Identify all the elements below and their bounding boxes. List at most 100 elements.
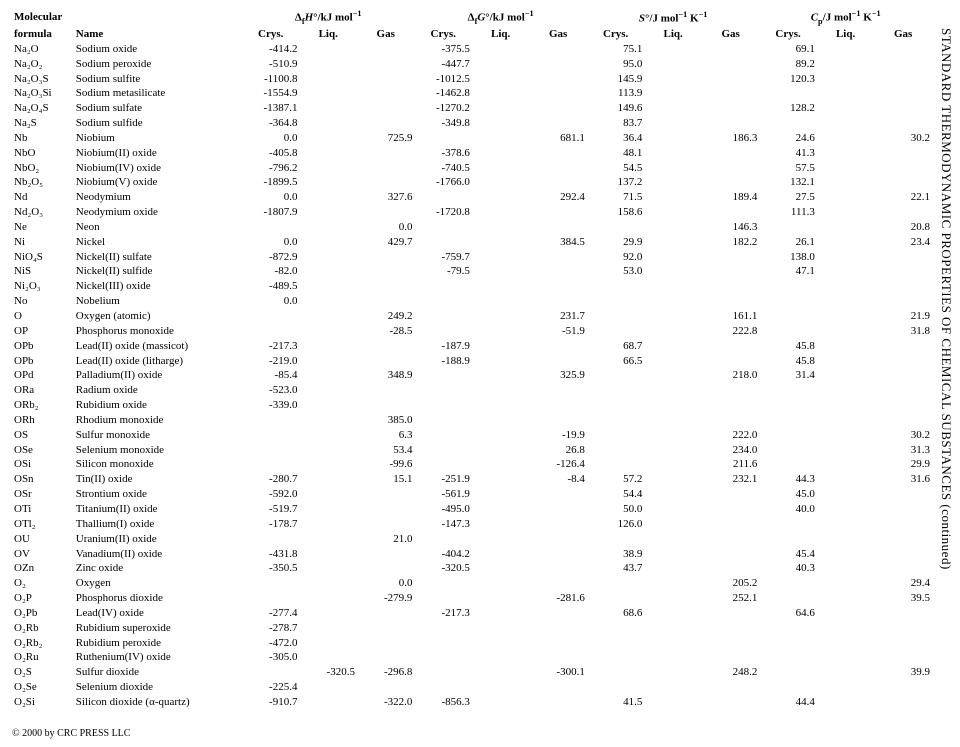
cell-value: 0.0 (242, 190, 299, 205)
cell-name: Sodium sulfite (74, 72, 242, 87)
cell-value: 234.0 (702, 443, 760, 458)
cell-value (529, 413, 586, 428)
cell-name: Sodium oxide (74, 42, 242, 57)
cell-value (644, 235, 701, 250)
cell-value (299, 695, 356, 710)
cell-value (874, 175, 932, 190)
cell-value (242, 457, 299, 472)
cell-value: -296.8 (357, 665, 414, 680)
cell-value (529, 517, 586, 532)
cell-value (644, 650, 701, 665)
cell-value (299, 131, 356, 146)
cell-formula: OP (12, 324, 74, 339)
cell-value (242, 309, 299, 324)
hdr-s-crys: Crys. (587, 27, 644, 42)
cell-value (874, 57, 932, 72)
cell-name: Sodium sulfide (74, 116, 242, 131)
cell-value: -19.9 (529, 428, 586, 443)
cell-value: 40.0 (759, 502, 816, 517)
cell-name: Nickel(II) sulfide (74, 264, 242, 279)
cell-value (299, 398, 356, 413)
cell-value (529, 250, 586, 265)
cell-value: -447.7 (414, 57, 471, 72)
cell-value (472, 339, 529, 354)
table-row: NiO₄SNickel(II) sulfate-872.9-759.792.01… (12, 250, 932, 265)
cell-value (299, 636, 356, 651)
cell-value: -1387.1 (242, 101, 299, 116)
cell-value (644, 116, 701, 131)
cell-value (472, 413, 529, 428)
cell-value: -280.7 (242, 472, 299, 487)
cell-formula: OSi (12, 457, 74, 472)
cell-value (874, 101, 932, 116)
cell-value (644, 398, 701, 413)
cell-value (644, 413, 701, 428)
cell-value (414, 235, 471, 250)
cell-value (644, 250, 701, 265)
cell-formula: O₂Rb (12, 621, 74, 636)
cell-name: Silicon monoxide (74, 457, 242, 472)
cell-value (644, 502, 701, 517)
cell-value: 57.5 (759, 161, 816, 176)
cell-value (414, 131, 471, 146)
cell-value: -404.2 (414, 547, 471, 562)
table-row: OSSulfur monoxide6.3-19.9222.030.2 (12, 428, 932, 443)
cell-value (299, 175, 356, 190)
cell-value (817, 146, 874, 161)
cell-value (702, 175, 760, 190)
cell-value (299, 42, 356, 57)
cell-value (587, 457, 644, 472)
cell-value: 36.4 (587, 131, 644, 146)
cell-value: 126.0 (587, 517, 644, 532)
cell-value (817, 561, 874, 576)
cell-value: -1807.9 (242, 205, 299, 220)
cell-value (702, 161, 760, 176)
cell-value: -523.0 (242, 383, 299, 398)
cell-value (472, 443, 529, 458)
cell-value (529, 294, 586, 309)
cell-value: 48.1 (587, 146, 644, 161)
cell-name: Titanium(II) oxide (74, 502, 242, 517)
cell-value: 138.0 (759, 250, 816, 265)
cell-value: 47.1 (759, 264, 816, 279)
cell-formula: ORh (12, 413, 74, 428)
cell-name: Niobium(IV) oxide (74, 161, 242, 176)
cell-value (299, 161, 356, 176)
cell-value (817, 487, 874, 502)
hdr-h-gas: Gas (357, 27, 414, 42)
cell-value (299, 205, 356, 220)
cell-value (587, 443, 644, 458)
cell-value (472, 532, 529, 547)
table-row: O₂Oxygen0.0205.229.4 (12, 576, 932, 591)
cell-value (299, 86, 356, 101)
cell-value: 137.2 (587, 175, 644, 190)
cell-value (702, 42, 760, 57)
table-row: Na₂O₄SSodium sulfate-1387.1-1270.2149.61… (12, 101, 932, 116)
cell-formula: NiO₄S (12, 250, 74, 265)
cell-value (472, 146, 529, 161)
cell-value (874, 680, 932, 695)
cell-value: 44.4 (759, 695, 816, 710)
cell-value (817, 636, 874, 651)
cell-value: 71.5 (587, 190, 644, 205)
cell-value (472, 161, 529, 176)
cell-value: 128.2 (759, 101, 816, 116)
cell-formula: Na₂O₃Si (12, 86, 74, 101)
cell-value (299, 413, 356, 428)
cell-value (874, 264, 932, 279)
cell-value (472, 57, 529, 72)
cell-value (759, 324, 816, 339)
table-row: OVVanadium(II) oxide-431.8-404.238.945.4 (12, 547, 932, 562)
cell-value (817, 235, 874, 250)
cell-value (817, 591, 874, 606)
table-row: ORb₂Rubidium oxide-339.0 (12, 398, 932, 413)
table-row: Na₂O₂Sodium peroxide-510.9-447.795.089.2 (12, 57, 932, 72)
cell-value: 39.5 (874, 591, 932, 606)
cell-value (299, 101, 356, 116)
cell-name: Lead(II) oxide (massicot) (74, 339, 242, 354)
cell-formula: Ni₂O₃ (12, 279, 74, 294)
cell-value (529, 532, 586, 547)
cell-value (874, 72, 932, 87)
cell-value: 31.6 (874, 472, 932, 487)
cell-value (472, 650, 529, 665)
